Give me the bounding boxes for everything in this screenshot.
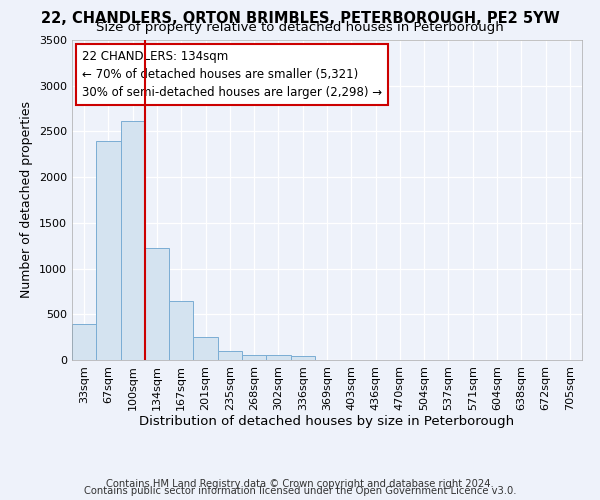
X-axis label: Distribution of detached houses by size in Peterborough: Distribution of detached houses by size … (139, 416, 515, 428)
Bar (72, 324, 96, 360)
Text: 22 CHANDLERS: 134sqm
← 70% of detached houses are smaller (5,321)
30% of semi-de: 22 CHANDLERS: 134sqm ← 70% of detached h… (82, 50, 382, 98)
Bar (266, 355, 290, 360)
Text: Size of property relative to detached houses in Peterborough: Size of property relative to detached ho… (96, 22, 504, 35)
Bar (290, 356, 315, 360)
Bar (242, 354, 266, 360)
Bar (145, 248, 169, 360)
Bar (218, 352, 242, 360)
Bar (193, 336, 218, 360)
Y-axis label: Number of detached properties: Number of detached properties (20, 102, 34, 298)
Bar (169, 302, 193, 360)
Bar (96, 140, 121, 360)
Text: 22, CHANDLERS, ORTON BRIMBLES, PETERBOROUGH, PE2 5YW: 22, CHANDLERS, ORTON BRIMBLES, PETERBORO… (41, 11, 559, 26)
Text: Contains public sector information licensed under the Open Government Licence v3: Contains public sector information licen… (84, 486, 516, 496)
Text: Contains HM Land Registry data © Crown copyright and database right 2024.: Contains HM Land Registry data © Crown c… (106, 479, 494, 489)
Bar (121, 122, 145, 360)
